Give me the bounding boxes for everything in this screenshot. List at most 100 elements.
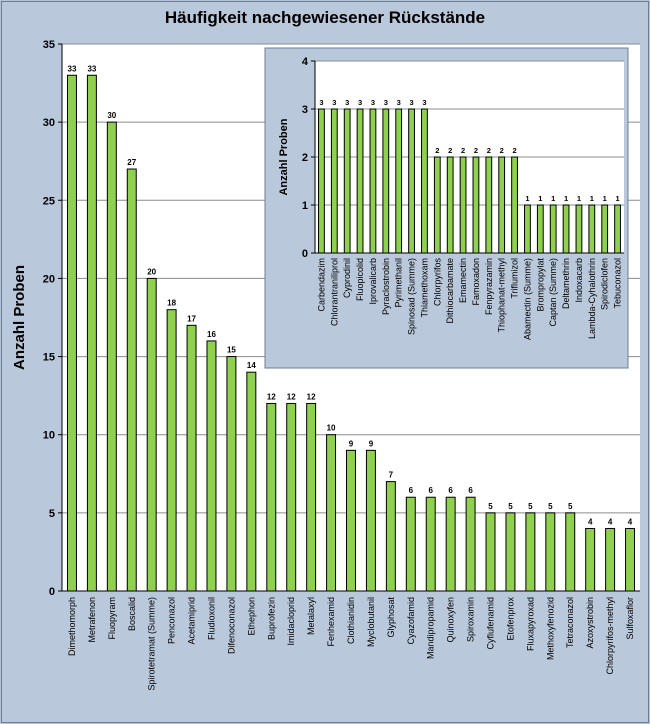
main-category-label: Azoxystrobin [585,597,595,649]
inset-ytick-label: 2 [302,152,308,164]
inset-ytick-label: 4 [302,56,309,68]
main-category-label: Clothianidin [346,597,356,644]
inset-bar-value-label: 1 [577,194,581,203]
main-bar-value-label: 33 [68,64,77,73]
main-bar-value-label: 6 [409,486,414,495]
main-category-label: Boscalid [127,597,137,631]
inset-bar-emamectin [459,156,467,254]
inset-bar-value-label: 1 [525,194,529,203]
main-ytick-label: 35 [43,39,55,51]
inset-category-label: Pyraclostrobin [381,258,391,315]
inset-category-label: Brompropylat [535,258,545,312]
main-category-label: Fludioxonil [206,597,216,640]
main-category-label: Imidacloprid [286,597,296,646]
main-category-label: Tetraconazol [565,597,575,648]
main-category-label: Cyflufenamid [486,597,496,650]
main-ytick-label: 10 [43,430,55,442]
main-category-label: Buprofezin [266,597,276,640]
inset-bar-cyprodinil [343,108,351,254]
inset-bar-value-label: 3 [397,98,401,107]
inset-bar-lambda-cyhalothrin [588,204,596,254]
inset-bar-value-label: 2 [461,146,465,155]
inset-bar-value-label: 3 [422,98,426,107]
main-bar-value-label: 12 [287,392,296,401]
inset-bar-thiophanat-methyl [498,156,506,254]
inset-bar-thiamethoxam [421,108,428,254]
main-bar-glyphosat [385,481,396,592]
main-bar-spirotetramat-summe [146,277,157,592]
inset-category-label: Captan (Summe) [548,258,558,327]
inset-bar-deltamethrin [562,204,570,254]
main-bar-sulfoxaflor [625,527,636,592]
main-bar-value-label: 20 [147,267,156,276]
inset-ytick-label: 3 [302,104,308,116]
main-ytick-label: 30 [43,117,55,129]
main-bar-value-label: 30 [107,111,116,120]
main-bar-value-label: 5 [568,502,573,511]
main-bar-value-label: 17 [187,314,196,323]
inset-bar-triflumizol [511,156,518,254]
main-bar-myclobutanil [365,449,376,592]
main-category-label: Ethephon [246,597,256,636]
inset-bar-pyrimethanil [395,108,403,254]
inset-category-label: Tebuconazol [613,258,623,309]
main-bar-value-label: 9 [349,439,354,448]
inset-bar-value-label: 2 [512,146,516,155]
main-bar-value-label: 12 [267,392,276,401]
main-bar-value-label: 15 [227,346,236,355]
inset-bar-famoxadon [472,156,480,254]
inset-bar-value-label: 3 [409,98,413,107]
inset-category-label: Fenpyrazamin [484,258,494,315]
inset-bar-iprovalicarb [369,108,377,254]
inset-category-label: Emamectin [458,258,468,303]
main-bar-clothianidin [346,449,356,592]
inset-bar-captan-summe [549,204,557,254]
main-bar-metrafenon [86,74,97,592]
inset-category-label: Chlorpyrifos [432,258,442,307]
inset-bar-brompropylat [536,204,544,254]
main-bar-value-label: 6 [428,486,433,495]
inset-category-label: Abamectin (Summe) [522,258,532,340]
main-ytick-label: 5 [49,508,55,520]
main-category-label: Spiroxamin [466,597,476,642]
inset-bar-value-label: 3 [384,98,388,107]
inset-category-label: Carbendazim [316,258,326,312]
main-bar-acetamiprid [186,324,197,592]
main-bar-cyflufenamid [485,512,496,592]
inset-bar-value-label: 3 [345,98,349,107]
inset-category-label: Lambda-Cyhalothrin [587,258,597,339]
main-bar-fenhexamid [326,434,337,592]
inset-bar-value-label: 2 [500,146,504,155]
inset-category-label: Iprovalicarb [368,258,378,305]
inset-bar-value-label: 1 [615,194,619,203]
inset-y-axis-title: Anzahl Proben [278,118,290,195]
main-bar-value-label: 16 [207,330,216,339]
inset-bar-dithiocarbamate [446,156,454,254]
inset-bar-spirodiclofen [601,204,609,254]
inset-bar-value-label: 3 [332,98,336,107]
main-bar-value-label: 5 [488,502,493,511]
main-bar-difenoconazol [226,356,237,592]
main-ytick-label: 20 [43,273,55,285]
inset-category-label: Spirodiclofen [600,258,610,310]
main-category-label: Glyphosat [386,597,396,638]
main-bar-value-label: 10 [327,424,336,433]
main-bar-value-label: 4 [608,517,613,526]
inset-bar-value-label: 2 [487,146,491,155]
inset-category-label: Triflumizol [510,258,520,299]
main-category-label: Acetamiprid [187,597,197,645]
main-bar-chlorpyrifos-methyl [605,527,616,592]
inset-ytick-label: 0 [302,248,308,260]
main-bar-value-label: 4 [628,517,633,526]
inset-category-label: Thiophanat-methyl [497,258,507,333]
inset-bar-fenpyrazamin [485,156,493,254]
main-bar-azoxystrobin [585,527,596,592]
main-category-label: Cyazofamid [406,597,416,645]
main-category-label: Difenoconazol [226,597,236,654]
inset-category-label: Cyprodinil [342,258,352,298]
main-category-label: Sulfoxaflor [625,597,635,640]
main-bar-value-label: 14 [247,361,256,370]
inset-bar-spinosad-summe [408,108,415,254]
inset-category-label: Spinosad (Summe) [407,258,417,335]
main-bar-value-label: 27 [127,158,136,167]
